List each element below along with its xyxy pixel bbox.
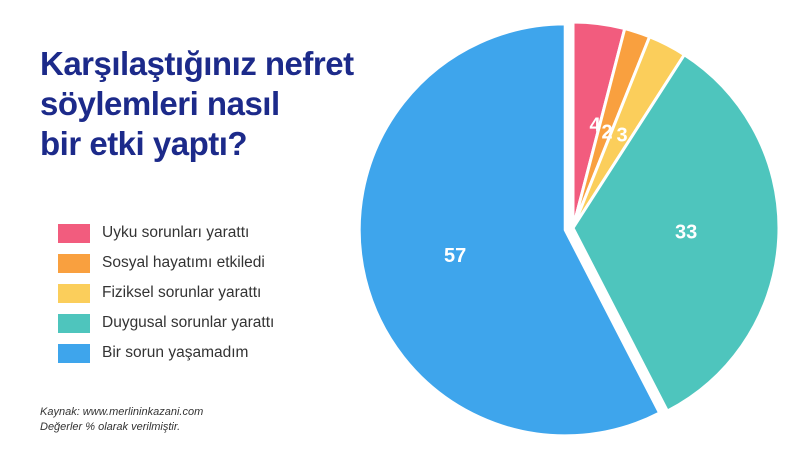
legend-swatch (58, 313, 90, 333)
legend-swatch (58, 253, 90, 273)
legend-item-duygusal-sorunlar-yaratti: Duygusal sorunlar yarattı (58, 308, 274, 338)
legend-label: Sosyal hayatımı etkiledi (102, 254, 265, 271)
slice-value-label: 3 (616, 124, 627, 146)
title-line-3: bir etki yaptı? (40, 125, 248, 162)
legend-swatch (58, 223, 90, 243)
chart-title: Karşılaştığınız nefret söylemleri nasıl … (40, 44, 400, 164)
pie-slice-duygusal-sorunlar-yaratti (571, 53, 781, 413)
source-line: Kaynak: www.merlininkazani.com (40, 406, 204, 418)
legend-item-uyku-sorunlari-yaratti: Uyku sorunları yarattı (58, 218, 274, 248)
legend-label: Uyku sorunları yarattı (102, 224, 250, 241)
slice-value-label: 57 (444, 245, 466, 267)
slice-value-label: 33 (675, 222, 697, 244)
legend: Uyku sorunları yarattı Sosyal hayatımı et… (58, 218, 274, 368)
legend-label: Duygusal sorunlar yarattı (102, 314, 275, 331)
legend-label: Fiziksel sorunlar yarattı (102, 284, 262, 301)
legend-label: Bir sorun yaşamadım (102, 344, 249, 361)
values-note: Değerler % olarak verilmiştir. (40, 421, 181, 433)
legend-item-sosyal-hayatimi-etkiledi: Sosyal hayatımı etkiledi (58, 248, 274, 278)
pie-slice-bir-sorun-yasamadim (357, 22, 662, 438)
pie-slices (357, 20, 781, 438)
slice-value-label: 2 (601, 121, 612, 143)
source-note: Kaynak: www.merlininkazani.com Değerler … (40, 405, 203, 435)
title-line-2: söylemleri nasıl (40, 85, 280, 122)
legend-item-bir-sorun-yasamadim: Bir sorun yaşamadım (58, 338, 274, 368)
legend-swatch (58, 283, 90, 303)
legend-item-fiziksel-sorunlar-yaratti: Fiziksel sorunlar yarattı (58, 278, 274, 308)
slice-value-label: 4 (589, 114, 601, 136)
title-line-1: Karşılaştığınız nefret (40, 45, 354, 82)
legend-swatch (58, 343, 90, 363)
